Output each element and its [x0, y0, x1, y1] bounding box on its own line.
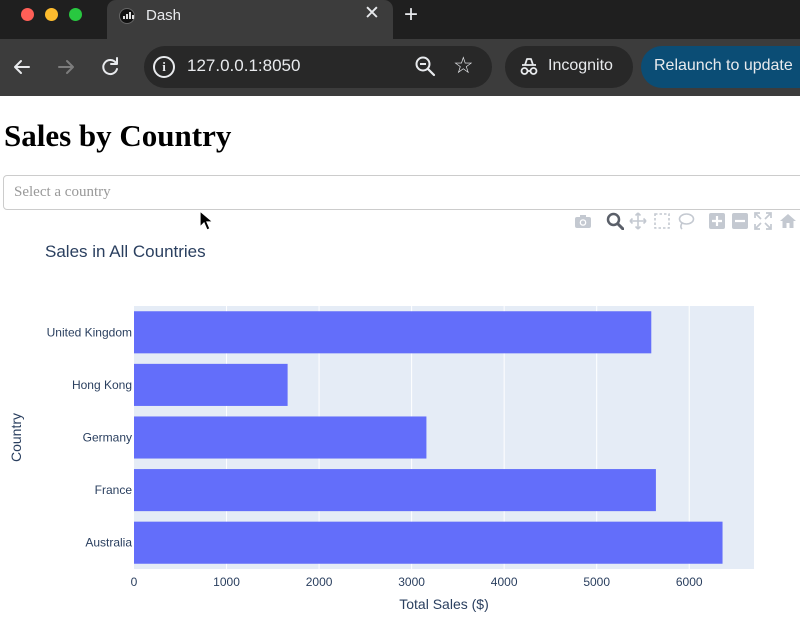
x-tick-label: 1000 — [213, 575, 240, 589]
dash-favicon-icon — [119, 8, 135, 24]
incognito-button[interactable]: Incognito — [505, 46, 633, 88]
y-tick-labels: United Kingdom Hong Kong Germany France Aust… — [47, 325, 133, 549]
lasso-select-icon[interactable] — [677, 212, 695, 230]
close-tab-icon[interactable]: ✕ — [364, 3, 380, 24]
x-tick-labels: 0 1000 2000 3000 4000 5000 6000 — [131, 575, 703, 589]
bar-germany[interactable] — [134, 416, 427, 459]
minimize-window-button[interactable] — [45, 8, 58, 21]
pan-icon[interactable] — [629, 212, 647, 230]
new-tab-icon[interactable]: + — [404, 1, 419, 28]
browser-tab[interactable]: Dash ✕ — [107, 0, 393, 39]
x-tick-label: 2000 — [306, 575, 333, 589]
y-tick-label: Germany — [83, 431, 132, 445]
bars[interactable] — [134, 311, 723, 564]
x-tick-label: 4000 — [491, 575, 518, 589]
url-text[interactable]: 127.0.0.1:8050 — [187, 56, 301, 75]
zoom-in-icon[interactable] — [708, 212, 726, 230]
relaunch-label: Relaunch to update — [654, 57, 793, 74]
box-select-icon[interactable] — [653, 212, 671, 230]
y-tick-label: France — [95, 483, 133, 497]
back-arrow-icon[interactable] — [10, 55, 34, 79]
y-axis-title: Country — [8, 413, 24, 462]
y-tick-label: United Kingdom — [47, 325, 132, 339]
autoscale-icon[interactable] — [754, 212, 772, 230]
zoom-icon[interactable] — [606, 212, 624, 230]
zoom-magnifier-icon[interactable] — [414, 55, 436, 77]
reset-axes-icon[interactable] — [779, 212, 797, 230]
maximize-window-button[interactable] — [69, 8, 82, 21]
x-tick-label: 3000 — [398, 575, 425, 589]
browser-tab-bar: Dash ✕ + — [0, 0, 800, 39]
browser-toolbar: i 127.0.0.1:8050 ☆ Incognito Relaunch to… — [0, 39, 800, 96]
tab-title: Dash — [146, 7, 182, 24]
address-bar[interactable]: i 127.0.0.1:8050 ☆ — [144, 46, 492, 88]
x-tick-label: 6000 — [676, 575, 703, 589]
zoom-out-icon[interactable] — [731, 212, 749, 230]
bar-france[interactable] — [134, 469, 656, 512]
x-tick-label: 5000 — [583, 575, 610, 589]
y-tick-label: Hong Kong — [72, 378, 132, 392]
x-axis-title: Total Sales ($) — [399, 596, 488, 612]
bar-united-kingdom[interactable] — [134, 311, 652, 354]
reload-icon[interactable] — [98, 55, 122, 79]
close-window-button[interactable] — [21, 8, 34, 21]
forward-arrow-icon[interactable] — [54, 55, 78, 79]
bookmark-star-icon[interactable]: ☆ — [453, 52, 474, 78]
relaunch-to-update-button[interactable]: Relaunch to update — [641, 46, 800, 88]
bar-australia[interactable] — [134, 521, 723, 564]
mouse-cursor-icon — [199, 210, 215, 231]
bar-chart: United Kingdom Hong Kong Germany France Aust… — [8, 306, 754, 612]
page-title: Sales by Country — [4, 118, 232, 153]
site-info-icon[interactable]: i — [153, 56, 175, 78]
x-tick-label: 0 — [131, 575, 138, 589]
country-dropdown-placeholder: Select a country — [14, 184, 111, 200]
chart-title: Sales in All Countries — [45, 242, 206, 261]
bar-hong-kong[interactable] — [134, 363, 288, 406]
incognito-label: Incognito — [548, 57, 613, 74]
country-dropdown[interactable]: Select a country — [3, 175, 800, 210]
y-tick-label: Australia — [85, 536, 132, 550]
incognito-icon — [520, 58, 538, 75]
camera-icon[interactable] — [574, 212, 592, 230]
